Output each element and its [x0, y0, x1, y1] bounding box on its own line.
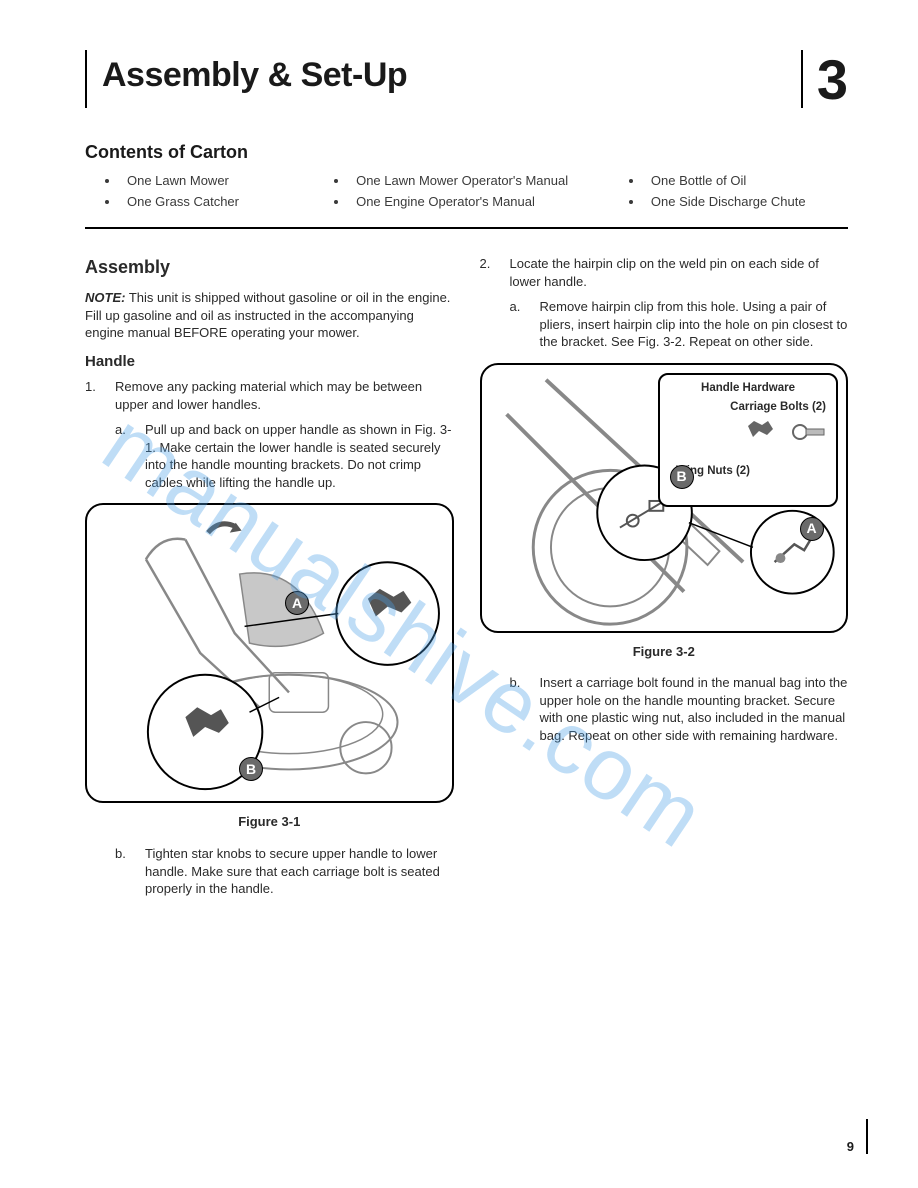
figure-3-1: A B: [85, 503, 454, 803]
hardware-title: Handle Hardware: [670, 381, 826, 397]
bullet-icon: [105, 200, 109, 204]
step-text: Remove any packing material which may be…: [115, 378, 454, 413]
figure-3-2: Handle Hardware Carriage Bolts (2) Wing …: [480, 363, 849, 633]
substep-letter: b.: [115, 845, 145, 898]
list-item: One Lawn Mower: [105, 173, 324, 188]
step-2: 2. Locate the hairpin clip on the weld p…: [480, 255, 849, 290]
substep-letter: b.: [510, 674, 540, 744]
step-1b: b. Tighten star knobs to secure upper ha…: [85, 845, 454, 898]
contents-heading: Contents of Carton: [85, 142, 848, 163]
hardware-bolts: Carriage Bolts (2): [670, 400, 826, 416]
bullet-icon: [334, 179, 338, 183]
note-text: This unit is shipped without gasoline or…: [85, 290, 450, 340]
callout-b-badge: B: [670, 465, 694, 489]
page-header: Assembly & Set-Up 3: [85, 50, 848, 108]
item-text: One Grass Catcher: [127, 194, 239, 209]
figure-3-1-svg: [87, 505, 452, 801]
chapter-number: 3: [801, 50, 848, 108]
bullet-icon: [629, 200, 633, 204]
substep-letter: a.: [510, 298, 540, 351]
substep-text: Pull up and back on upper handle as show…: [145, 421, 454, 491]
step-1: 1. Remove any packing material which may…: [85, 378, 454, 413]
substep-text: Remove hairpin clip from this hole. Usin…: [540, 298, 849, 351]
item-text: One Lawn Mower: [127, 173, 229, 188]
callout-a-badge: A: [800, 517, 824, 541]
item-text: One Bottle of Oil: [651, 173, 746, 188]
hardware-icons: [670, 418, 830, 446]
bullet-icon: [105, 179, 109, 183]
substep-text: Insert a carriage bolt found in the manu…: [540, 674, 849, 744]
title-block: Assembly & Set-Up: [85, 50, 407, 108]
figure-3-2-caption: Figure 3-2: [480, 643, 849, 661]
body-columns: Assembly NOTE: This unit is shipped with…: [85, 255, 848, 898]
item-text: One Lawn Mower Operator's Manual: [356, 173, 568, 188]
step-1a: a. Pull up and back on upper handle as s…: [85, 421, 454, 491]
substep-letter: a.: [115, 421, 145, 491]
list-item: One Grass Catcher: [105, 194, 324, 209]
right-column: 2. Locate the hairpin clip on the weld p…: [480, 255, 849, 898]
handle-heading: Handle: [85, 352, 454, 372]
step-number: 1.: [85, 378, 115, 413]
note-label: NOTE:: [85, 290, 125, 305]
section-divider: [85, 227, 848, 229]
page-title: Assembly & Set-Up: [102, 56, 407, 95]
list-item: One Engine Operator's Manual: [334, 194, 619, 209]
step-2b: b. Insert a carriage bolt found in the m…: [480, 674, 849, 744]
item-text: One Side Discharge Chute: [651, 194, 806, 209]
item-text: One Engine Operator's Manual: [356, 194, 535, 209]
assembly-note: NOTE: This unit is shipped without gasol…: [85, 289, 454, 342]
bullet-icon: [334, 200, 338, 204]
substep-text: Tighten star knobs to secure upper handl…: [145, 845, 454, 898]
bullet-icon: [629, 179, 633, 183]
figure-3-1-caption: Figure 3-1: [85, 813, 454, 831]
list-item: One Side Discharge Chute: [629, 194, 848, 209]
list-item: One Bottle of Oil: [629, 173, 848, 188]
assembly-heading: Assembly: [85, 255, 454, 279]
step-number: 2.: [480, 255, 510, 290]
contents-list: One Lawn Mower One Lawn Mower Operator's…: [85, 173, 848, 209]
page-number: 9: [847, 1119, 868, 1154]
left-column: Assembly NOTE: This unit is shipped with…: [85, 255, 454, 898]
step-text: Locate the hairpin clip on the weld pin …: [510, 255, 849, 290]
step-2a: a. Remove hairpin clip from this hole. U…: [480, 298, 849, 351]
list-item: One Lawn Mower Operator's Manual: [334, 173, 619, 188]
